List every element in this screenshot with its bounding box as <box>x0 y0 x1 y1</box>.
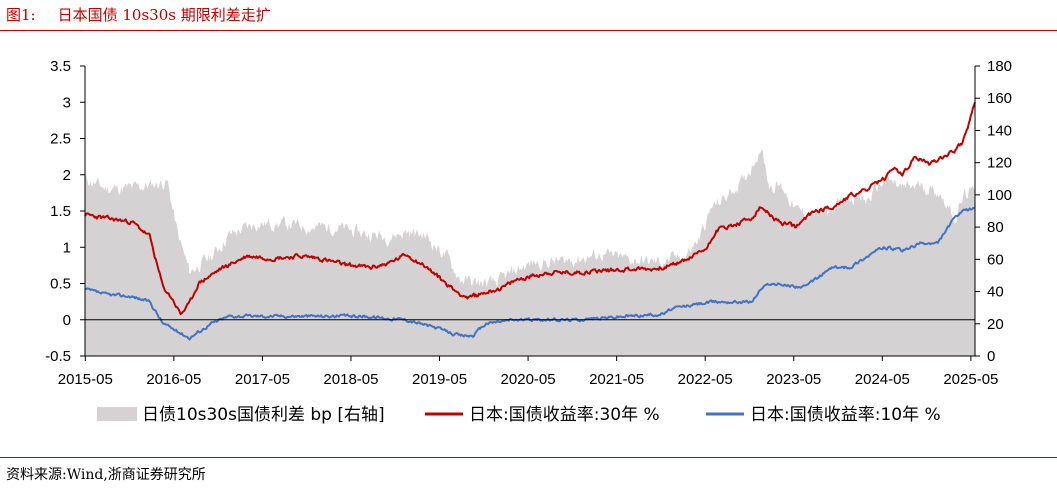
figure-title-text: 日本国债 10s30s 期限利差走扩 <box>57 6 271 24</box>
x-tick-label: 2020-05 <box>501 371 556 388</box>
left-tick-label: 3 <box>63 94 71 111</box>
legend-label-10y: 日本:国债收益率:10年 % <box>750 405 941 425</box>
left-tick-label: 2.5 <box>50 131 71 148</box>
legend-label-spread: 日债10s30s国债利差 bp [右轴] <box>142 405 385 425</box>
right-tick-label: 20 <box>987 316 1004 333</box>
right-tick-label: 60 <box>987 251 1004 268</box>
x-tick-label: 2023-05 <box>766 371 821 388</box>
title-rule <box>0 30 1057 31</box>
yield-30y-line <box>84 102 976 316</box>
x-tick-label: 2024-05 <box>855 371 910 388</box>
right-tick-label: 0 <box>987 348 995 365</box>
left-tick-label: 0 <box>63 312 71 329</box>
left-tick-label: 0.5 <box>50 276 71 293</box>
right-tick-label: 40 <box>987 284 1004 301</box>
source-note: 资料来源:Wind,浙商证券研究所 <box>6 467 206 483</box>
figure-number: 图1: <box>6 6 36 24</box>
x-tick-label: 2016-05 <box>146 371 201 388</box>
left-tick-label: -0.5 <box>45 348 71 365</box>
legend-swatch-spread <box>97 407 137 421</box>
x-tick-label: 2025-05 <box>943 371 998 388</box>
left-tick-label: 1 <box>63 239 71 256</box>
right-tick-label: 140 <box>987 122 1012 139</box>
yield-10y-line <box>84 206 976 341</box>
right-tick-label: 80 <box>987 219 1004 236</box>
spread-area <box>85 149 975 356</box>
x-tick-label: 2021-05 <box>589 371 644 388</box>
spread-area-layer <box>85 149 975 356</box>
right-tick-label: 180 <box>987 58 1012 75</box>
x-tick-label: 2022-05 <box>678 371 733 388</box>
left-tick-label: 3.5 <box>50 58 71 75</box>
x-tick-label: 2017-05 <box>235 371 290 388</box>
axes-layer: -0.5 0 0.5 1 1.5 2 2.5 3 3.5 0 20 40 60 80 100 120 140 16… <box>45 58 1012 388</box>
x-tick-label: 2018-05 <box>323 371 378 388</box>
yield-lines-layer <box>84 102 976 341</box>
x-tick-label: 2019-05 <box>412 371 467 388</box>
legend: 日债10s30s国债利差 bp [右轴] 日本:国债收益率:30年 % 日本:国债收… <box>97 405 941 425</box>
chart: -0.5 0 0.5 1 1.5 2 2.5 3 3.5 0 20 40 60 80 100 120 140 16… <box>45 58 1012 425</box>
legend-label-30y: 日本:国债收益率:30年 % <box>469 405 660 425</box>
right-tick-label: 120 <box>987 155 1012 172</box>
right-tick-label: 100 <box>987 187 1012 204</box>
figure-title: 图1: 日本国债 10s30s 期限利差走扩 <box>6 4 271 25</box>
left-tick-label: 1.5 <box>50 203 71 220</box>
left-tick-label: 2 <box>63 167 71 184</box>
right-tick-label: 160 <box>987 90 1012 107</box>
x-tick-label: 2015-05 <box>58 371 113 388</box>
source-rule <box>0 457 1057 458</box>
